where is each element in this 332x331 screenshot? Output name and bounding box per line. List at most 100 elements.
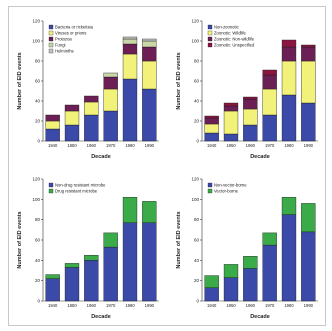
chart-zoonotic-status: 0 20 40 60 80 100 120 1940 1950 1960 1970 1980 1990 D… (176, 19, 318, 160)
x-tick-label: 1940 (207, 143, 217, 148)
x-tick-label: 1940 (207, 303, 217, 308)
legend-swatch (48, 42, 54, 48)
bar-segment (223, 105, 239, 112)
x-tick-label: 1990 (145, 143, 155, 148)
bar-segment (223, 133, 239, 142)
chart-panel-drug-resistance: 0 20 40 60 80 100 120 1940 1950 1960 1970 1980 1990 D… (13, 171, 163, 321)
bar-segment (243, 98, 258, 110)
y-tick-label: 20 (194, 278, 200, 283)
y-tick-label: 80 (194, 59, 200, 64)
bar-segment (84, 114, 99, 142)
chart-drug-resistance: 0 20 40 60 80 100 120 1940 1950 1960 1970 1980 1990 D… (17, 177, 159, 320)
legend-swatch (48, 24, 54, 30)
bar-segment (301, 231, 316, 302)
x-axis-label: Decade (250, 154, 270, 160)
legend-label: Zoonotic: Unspecified (214, 43, 255, 48)
x-tick-label: 1990 (304, 143, 314, 148)
x-tick-label: 1990 (304, 303, 314, 308)
bar-segment (84, 101, 99, 116)
bar-segment (243, 96, 258, 100)
x-axis-label: Decade (91, 154, 111, 160)
bar-segment (122, 78, 138, 142)
bar-segment (103, 76, 118, 90)
bar-segment (262, 69, 277, 76)
bar-segment (103, 72, 118, 78)
legend-label: Zoonotic: Wildlife (214, 31, 247, 36)
x-tick-label: 1950 (226, 143, 236, 148)
bar-segment (223, 102, 239, 107)
x-axis-label: Decade (91, 314, 111, 320)
legend-label: Bacteria or rickettsia (55, 25, 94, 30)
x-tick-label: 1970 (265, 143, 275, 148)
bar-segment (243, 256, 258, 269)
y-tick-label: 80 (35, 217, 41, 222)
chart-panel-zoonotic-status: 0 20 40 60 80 100 120 1940 1950 1960 1970 1980 1990 D… (172, 13, 322, 161)
bar-segment (262, 74, 277, 90)
legend-label: Fungi (55, 43, 66, 48)
y-tick-label: 20 (35, 119, 41, 124)
x-tick-label: 1990 (145, 303, 155, 308)
x-tick-label: 1970 (106, 303, 116, 308)
y-tick-label: 40 (35, 258, 41, 263)
y-tick-label: 20 (194, 119, 200, 124)
legend-swatch (48, 30, 54, 36)
bar-segment (204, 117, 219, 125)
bar-segment (103, 88, 118, 112)
y-tick-label: 120 (32, 177, 40, 182)
x-tick-label: 1960 (246, 143, 256, 148)
bar-segment (84, 95, 99, 103)
bar-segment (204, 123, 219, 134)
x-tick-label: 1970 (265, 303, 275, 308)
x-tick-label: 1940 (48, 143, 58, 148)
x-axis-label: Decade (250, 314, 270, 320)
bar-segment (45, 120, 60, 130)
y-tick-label: 60 (194, 79, 200, 84)
bar-segment (122, 53, 138, 80)
y-tick-label: 0 (196, 299, 199, 304)
bar-segment (301, 203, 316, 233)
y-tick-label: 100 (32, 39, 40, 44)
bar-segment (281, 39, 297, 48)
x-tick-label: 1980 (284, 143, 294, 148)
legend-swatch (207, 30, 213, 36)
bar-segment (243, 268, 258, 302)
bar-segment (281, 60, 297, 96)
y-tick-label: 40 (194, 99, 200, 104)
bar-segment (223, 277, 239, 302)
bar-segment (142, 40, 157, 48)
y-tick-label: 80 (35, 59, 41, 64)
bar-segment (142, 38, 157, 42)
bar-segment (142, 60, 157, 90)
bar-segment (204, 132, 219, 142)
bar-segment (204, 287, 219, 302)
legend-label: Non-vector-borne (214, 183, 247, 188)
legend-swatch (48, 182, 54, 188)
y-tick-label: 0 (37, 139, 40, 144)
x-tick-label: 1980 (125, 143, 135, 148)
bar-segment (281, 94, 297, 142)
legend-label: Vector-borne (214, 189, 239, 194)
y-axis-label: Number of EID events (176, 52, 182, 109)
bar-segment (223, 264, 239, 278)
bar-segment (281, 46, 297, 62)
y-tick-label: 80 (194, 217, 200, 222)
y-tick-label: 120 (32, 19, 40, 24)
bar-segment (45, 128, 60, 142)
bar-segment (262, 88, 277, 116)
bar-segment (281, 197, 297, 215)
bar-segment (64, 124, 80, 142)
y-axis-label: Number of EID events (176, 211, 182, 268)
bar-segment (122, 38, 138, 45)
y-tick-label: 20 (35, 278, 41, 283)
bar-segment (142, 222, 157, 302)
legend-swatch (48, 188, 54, 194)
y-tick-label: 100 (191, 197, 199, 202)
x-tick-label: 1960 (246, 303, 256, 308)
x-tick-label: 1950 (226, 303, 236, 308)
legend-swatch (207, 42, 213, 48)
bar-segment (103, 110, 118, 142)
bar-segment (84, 260, 99, 302)
bar-segment (223, 110, 239, 135)
y-axis-label: Number of EID events (17, 52, 23, 109)
y-tick-label: 40 (35, 99, 41, 104)
